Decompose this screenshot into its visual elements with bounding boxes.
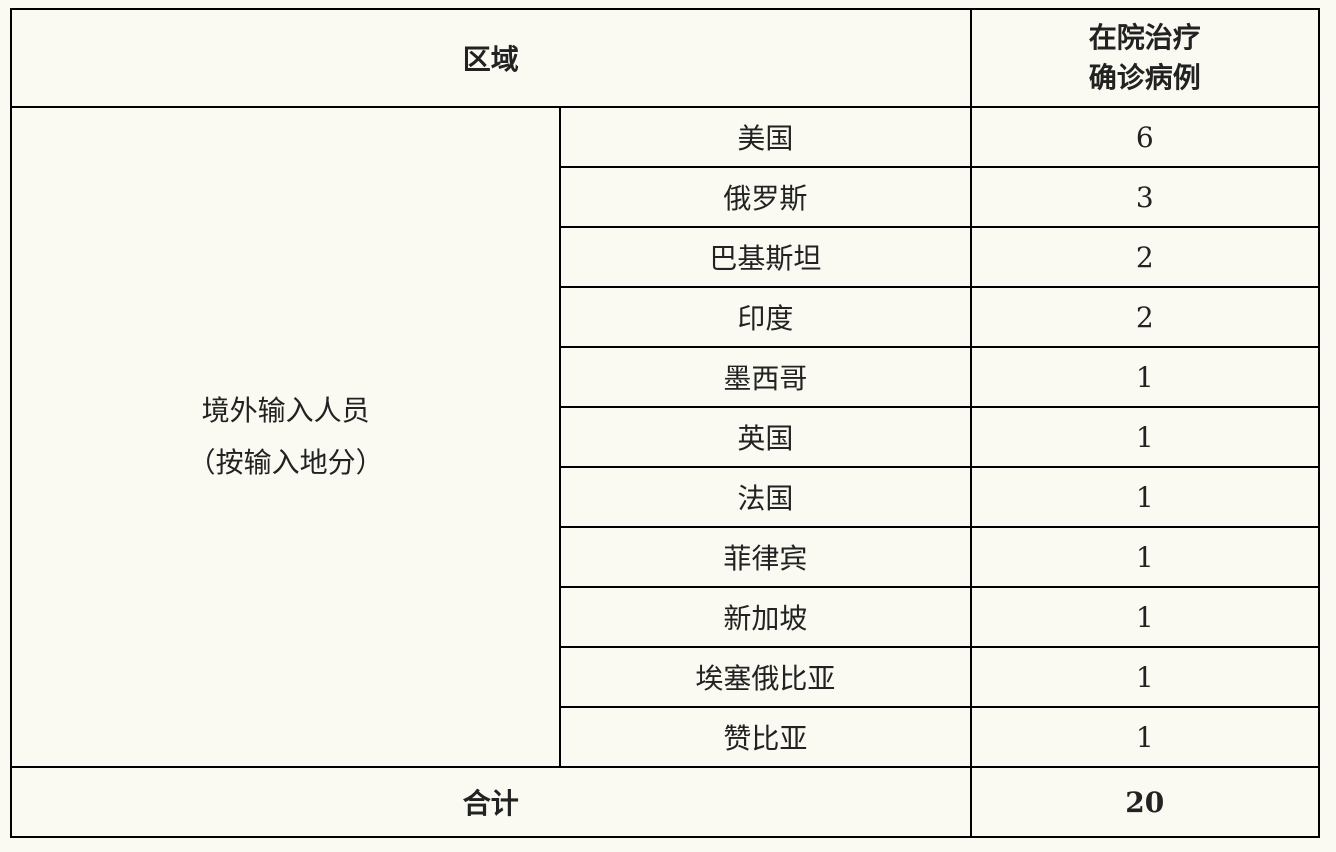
country-cell: 巴基斯坦 — [559, 226, 972, 288]
table-row: 菲律宾 1 — [11, 526, 1320, 588]
count-cell: 3 — [969, 166, 1320, 228]
cases-table: 区域 在院治疗 确诊病例 境外输入人员 （按输入地分） 美国 6 俄罗斯 3 巴基斯坦 2 印度… — [9, 8, 1320, 838]
header-count-line1: 在院治疗 — [1088, 21, 1201, 54]
count-cell: 1 — [969, 466, 1320, 528]
region-group-cell: 境外输入人员 （按输入地分） — [9, 106, 562, 768]
total-row: 合计 20 — [10, 766, 1320, 838]
header-region: 区域 — [10, 8, 972, 108]
country-cell: 美国 — [559, 106, 972, 168]
table-row: 巴基斯坦 2 — [11, 226, 1320, 288]
country-cell: 墨西哥 — [559, 346, 972, 408]
total-label: 合计 — [10, 766, 972, 838]
count-cell: 2 — [969, 226, 1320, 288]
table-row: 英国 1 — [11, 406, 1320, 468]
count-cell: 1 — [969, 586, 1320, 648]
table-row: 墨西哥 1 — [11, 346, 1320, 408]
table-row: 法国 1 — [11, 466, 1320, 528]
count-cell: 6 — [969, 106, 1320, 168]
table-row: 境外输入人员 （按输入地分） 美国 6 — [9, 106, 1320, 768]
country-cell: 菲律宾 — [559, 526, 972, 588]
count-cell: 1 — [969, 526, 1320, 588]
country-cell: 印度 — [559, 286, 972, 348]
country-cell: 埃塞俄比亚 — [559, 646, 972, 708]
total-count: 20 — [969, 766, 1320, 838]
country-cell: 英国 — [559, 406, 972, 468]
count-cell: 1 — [969, 646, 1320, 708]
table-row: 印度 2 — [11, 286, 1320, 348]
country-cell: 新加坡 — [559, 586, 972, 648]
count-cell: 1 — [969, 346, 1320, 408]
count-cell: 2 — [969, 286, 1320, 348]
table-row: 埃塞俄比亚 1 — [11, 646, 1320, 708]
table-body: 境外输入人员 （按输入地分） 美国 6 俄罗斯 3 巴基斯坦 2 印度 2 墨西哥 1 英国 1 法国 1 菲律… — [9, 106, 1320, 768]
table-row: 新加坡 1 — [11, 586, 1320, 648]
region-group-line1: 境外输入人员 — [201, 394, 370, 427]
region-group-line2: （按输入地分） — [187, 446, 384, 479]
country-cell: 法国 — [559, 466, 972, 528]
count-cell: 1 — [969, 406, 1320, 468]
header-row: 区域 在院治疗 确诊病例 — [10, 8, 1320, 108]
count-cell: 1 — [969, 706, 1320, 768]
table-row: 俄罗斯 3 — [11, 166, 1320, 228]
country-cell: 赞比亚 — [559, 706, 972, 768]
header-count: 在院治疗 确诊病例 — [969, 8, 1320, 108]
country-cell: 俄罗斯 — [559, 166, 972, 228]
header-count-line2: 确诊病例 — [1088, 61, 1201, 94]
table-row: 赞比亚 1 — [11, 706, 1320, 768]
